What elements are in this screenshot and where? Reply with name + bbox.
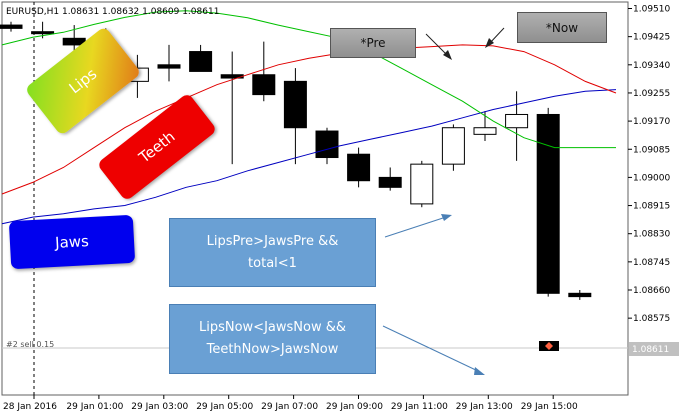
arrow-head-icon bbox=[474, 367, 485, 375]
candle-body bbox=[31, 31, 55, 35]
symbol-info: EURUSD,H1 1.08631 1.08632 1.08609 1.0861… bbox=[6, 7, 219, 17]
time-axis-label: 29 Jan 11:00 bbox=[391, 402, 448, 412]
time-axis-label: 29 Jan 03:00 bbox=[131, 402, 188, 412]
candle-body bbox=[473, 127, 497, 135]
arrow-annotations bbox=[382, 27, 505, 375]
sell-arrow-icon bbox=[539, 341, 559, 351]
candle-body bbox=[536, 113, 560, 294]
time-axis-label: 29 Jan 09:00 bbox=[326, 402, 383, 412]
candle bbox=[536, 107, 560, 297]
now-tag: *Now bbox=[517, 12, 607, 43]
candle-body bbox=[568, 292, 592, 298]
candle bbox=[0, 21, 23, 32]
candle-body bbox=[0, 24, 23, 29]
price-axis-label: 1.09340 bbox=[633, 61, 670, 71]
now-condition-line-2: TeethNow>JawsNow bbox=[206, 342, 339, 357]
arrow-head-icon bbox=[441, 214, 452, 221]
price-axis-label: 1.09510 bbox=[633, 5, 670, 15]
candle bbox=[410, 160, 434, 208]
pre-condition-line-2: total<1 bbox=[248, 255, 297, 271]
jaws-label: Jaws bbox=[8, 214, 136, 270]
time-axis-label: 29 Jan 05:00 bbox=[196, 402, 253, 412]
candle-body bbox=[441, 127, 465, 165]
time-axis-label: 29 Jan 01:00 bbox=[66, 402, 123, 412]
teeth-line bbox=[1, 44, 617, 195]
now-condition-callout: LipsNow<JawsNow && TeethNow>JawsNow bbox=[169, 304, 376, 374]
candle-body bbox=[378, 176, 402, 188]
candle-body bbox=[283, 80, 307, 129]
candle bbox=[505, 91, 529, 161]
candle bbox=[378, 167, 402, 191]
candle-body bbox=[347, 153, 371, 182]
candle bbox=[568, 290, 592, 300]
lips-line bbox=[1, 10, 616, 149]
price-axis-label: 1.08915 bbox=[633, 202, 670, 212]
price-axis-label: 1.09000 bbox=[633, 173, 670, 183]
price-axis-label: 1.09425 bbox=[633, 33, 670, 43]
jaws-line bbox=[1, 89, 617, 225]
candle bbox=[157, 44, 181, 82]
pre-condition-callout: LipsPre>JawsPre && total<1 bbox=[169, 218, 376, 287]
candle-body bbox=[157, 64, 181, 69]
candle-body bbox=[315, 130, 339, 159]
arrow-head-icon bbox=[485, 38, 494, 48]
time-axis-label: 28 Jan 2016 bbox=[3, 402, 57, 412]
svg-text:1.08611: 1.08611 bbox=[632, 345, 669, 355]
current-price-tag: 1.08611 bbox=[629, 342, 679, 356]
candle bbox=[283, 68, 307, 165]
price-axis-label: 1.08575 bbox=[633, 314, 670, 324]
pre-tag: *Pre bbox=[330, 28, 416, 58]
time-axis-label: 29 Jan 13:00 bbox=[456, 402, 513, 412]
candle-body bbox=[189, 51, 213, 72]
price-axis-label: 1.09255 bbox=[633, 89, 670, 99]
price-axis-label: 1.08660 bbox=[633, 286, 670, 296]
candle-body bbox=[410, 163, 434, 205]
now-condition-line-1: LipsNow<JawsNow && bbox=[198, 320, 346, 335]
time-axis-label: 29 Jan 07:00 bbox=[261, 402, 318, 412]
pre-condition-line-1: LipsPre>JawsPre && bbox=[206, 233, 339, 249]
candle bbox=[347, 147, 371, 188]
candle-body bbox=[505, 113, 529, 129]
price-axis-label: 1.08830 bbox=[633, 230, 670, 240]
candle-body bbox=[252, 74, 276, 96]
candle bbox=[252, 41, 276, 102]
candle bbox=[189, 44, 213, 72]
candle bbox=[441, 124, 465, 171]
price-axis-label: 1.09085 bbox=[633, 145, 670, 155]
order-label: #2 sell 0.15 bbox=[6, 340, 54, 349]
price-axis-label: 1.08745 bbox=[633, 258, 670, 268]
price-axis-label: 1.09170 bbox=[633, 117, 670, 127]
time-axis-label: 29 Jan 15:00 bbox=[521, 402, 578, 412]
arrow-head-icon bbox=[443, 50, 452, 60]
